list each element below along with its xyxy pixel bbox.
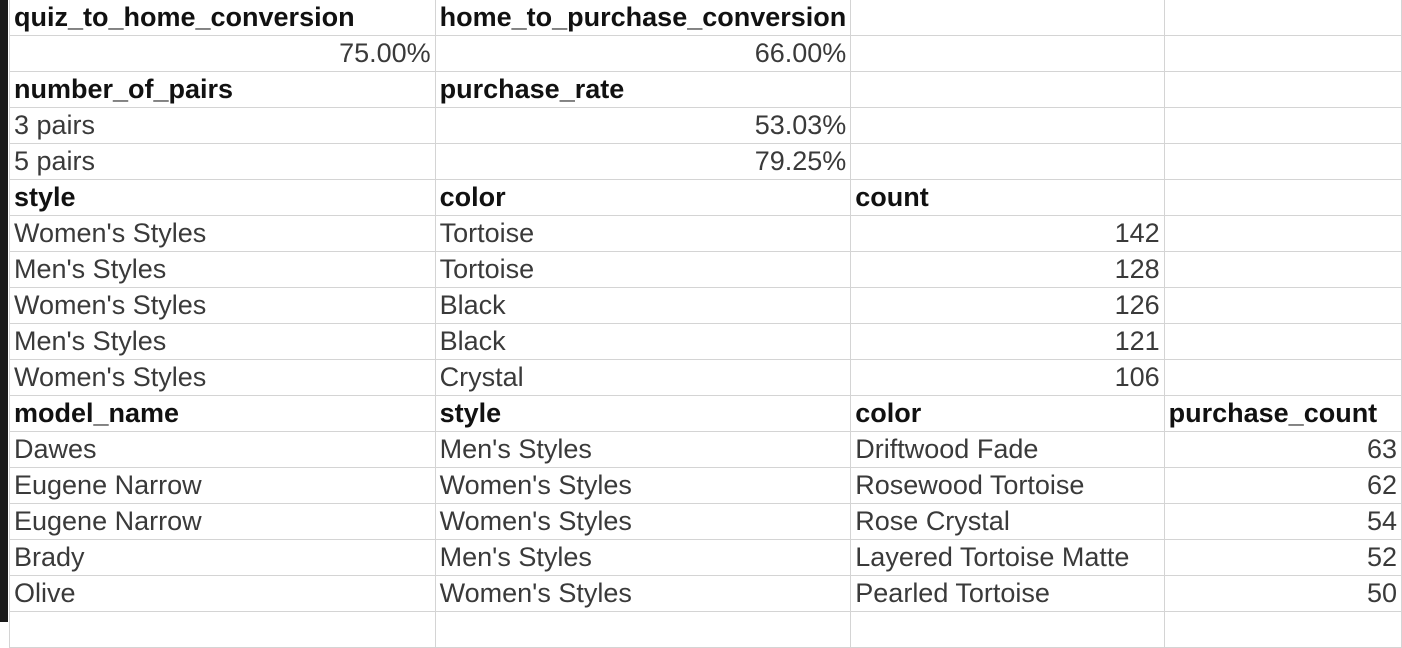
- sheet-row: Women's Styles Black 126: [9, 287, 1402, 324]
- header-cell[interactable]: color: [850, 395, 1165, 432]
- sheet-row: Eugene Narrow Women's Styles Rosewood Tort…: [9, 467, 1402, 504]
- cell[interactable]: Dawes: [9, 431, 436, 468]
- sheet-row: Brady Men's Styles Layered Tortoise Matte 5…: [9, 539, 1402, 576]
- cell[interactable]: Tortoise: [434, 215, 852, 252]
- sheet-row: Women's Styles Tortoise 142: [9, 215, 1402, 252]
- cell[interactable]: Rosewood Tortoise: [850, 467, 1165, 504]
- cell[interactable]: [1163, 71, 1402, 108]
- spreadsheet-grid: quiz_to_home_conversion home_to_purchase_…: [9, 0, 1402, 648]
- header-cell[interactable]: color: [434, 179, 852, 216]
- header-cell[interactable]: quiz_to_home_conversion: [9, 0, 436, 36]
- cell[interactable]: Black: [434, 323, 852, 360]
- sheet-row: Men's Styles Black 121: [9, 323, 1402, 360]
- cell[interactable]: Men's Styles: [434, 539, 852, 576]
- cell[interactable]: [1163, 0, 1402, 36]
- sheet-row: style color count: [9, 179, 1402, 216]
- cell[interactable]: [1163, 35, 1402, 72]
- cell[interactable]: [9, 611, 436, 648]
- sheet-row: 5 pairs 79.25%: [9, 143, 1402, 180]
- sheet-row: Men's Styles Tortoise 128: [9, 251, 1402, 288]
- cell[interactable]: [850, 611, 1165, 648]
- sheet-row: Dawes Men's Styles Driftwood Fade 63: [9, 431, 1402, 468]
- cell[interactable]: Men's Styles: [9, 251, 436, 288]
- cell[interactable]: 106: [850, 359, 1165, 396]
- cell[interactable]: 3 pairs: [9, 107, 436, 144]
- header-cell[interactable]: count: [850, 179, 1165, 216]
- header-cell[interactable]: style: [9, 179, 436, 216]
- header-cell[interactable]: model_name: [9, 395, 436, 432]
- cell[interactable]: Layered Tortoise Matte: [850, 539, 1165, 576]
- sheet-row: 75.00% 66.00%: [9, 35, 1402, 72]
- header-cell[interactable]: home_to_purchase_conversion: [434, 0, 852, 36]
- sheet-row: number_of_pairs purchase_rate: [9, 71, 1402, 108]
- sheet-row: [9, 611, 1402, 648]
- cell[interactable]: Rose Crystal: [850, 503, 1165, 540]
- cell[interactable]: Men's Styles: [9, 323, 436, 360]
- cell[interactable]: Women's Styles: [434, 503, 852, 540]
- sheet-row: 3 pairs 53.03%: [9, 107, 1402, 144]
- cell[interactable]: [1163, 107, 1402, 144]
- cell[interactable]: Brady: [9, 539, 436, 576]
- cell[interactable]: [850, 35, 1165, 72]
- cell[interactable]: [1163, 251, 1402, 288]
- cell[interactable]: Women's Styles: [9, 287, 436, 324]
- header-cell[interactable]: style: [434, 395, 852, 432]
- cell[interactable]: [434, 611, 852, 648]
- header-cell[interactable]: number_of_pairs: [9, 71, 436, 108]
- cell[interactable]: [1163, 143, 1402, 180]
- cell[interactable]: Eugene Narrow: [9, 467, 436, 504]
- sheet-row: Women's Styles Crystal 106: [9, 359, 1402, 396]
- grid-body: quiz_to_home_conversion home_to_purchase_…: [9, 0, 1402, 648]
- cell[interactable]: 63: [1163, 431, 1402, 468]
- header-cell[interactable]: purchase_count: [1163, 395, 1402, 432]
- cell[interactable]: Women's Styles: [9, 359, 436, 396]
- sheet-row: quiz_to_home_conversion home_to_purchase_…: [9, 0, 1402, 36]
- cell[interactable]: [1163, 359, 1402, 396]
- cell[interactable]: [850, 71, 1165, 108]
- cell[interactable]: 126: [850, 287, 1165, 324]
- cell[interactable]: 121: [850, 323, 1165, 360]
- cell[interactable]: [850, 143, 1165, 180]
- cell[interactable]: [1163, 215, 1402, 252]
- header-cell[interactable]: purchase_rate: [434, 71, 852, 108]
- cell[interactable]: Women's Styles: [9, 215, 436, 252]
- cell[interactable]: Tortoise: [434, 251, 852, 288]
- cell[interactable]: Men's Styles: [434, 431, 852, 468]
- cell[interactable]: Women's Styles: [434, 575, 852, 612]
- window-edge: [0, 0, 8, 622]
- sheet-row: model_name style color purchase_count: [9, 395, 1402, 432]
- cell[interactable]: [1163, 287, 1402, 324]
- cell[interactable]: 54: [1163, 503, 1402, 540]
- cell[interactable]: Driftwood Fade: [850, 431, 1165, 468]
- cell[interactable]: [1163, 179, 1402, 216]
- cell[interactable]: [850, 107, 1165, 144]
- sheet-row: Olive Women's Styles Pearled Tortoise 50: [9, 575, 1402, 612]
- cell[interactable]: Olive: [9, 575, 436, 612]
- sheet-row: Eugene Narrow Women's Styles Rose Crystal 5…: [9, 503, 1402, 540]
- cell[interactable]: 75.00%: [9, 35, 436, 72]
- cell[interactable]: 52: [1163, 539, 1402, 576]
- cell[interactable]: 128: [850, 251, 1165, 288]
- cell[interactable]: 142: [850, 215, 1165, 252]
- cell[interactable]: 66.00%: [434, 35, 852, 72]
- cell[interactable]: Women's Styles: [434, 467, 852, 504]
- cell[interactable]: 79.25%: [434, 143, 852, 180]
- cell[interactable]: Pearled Tortoise: [850, 575, 1165, 612]
- cell[interactable]: Crystal: [434, 359, 852, 396]
- cell[interactable]: [1163, 323, 1402, 360]
- cell[interactable]: 50: [1163, 575, 1402, 612]
- cell[interactable]: Eugene Narrow: [9, 503, 436, 540]
- cell[interactable]: 53.03%: [434, 107, 852, 144]
- cell[interactable]: 5 pairs: [9, 143, 436, 180]
- cell[interactable]: [1163, 611, 1402, 648]
- cell[interactable]: 62: [1163, 467, 1402, 504]
- cell[interactable]: [850, 0, 1165, 36]
- cell[interactable]: Black: [434, 287, 852, 324]
